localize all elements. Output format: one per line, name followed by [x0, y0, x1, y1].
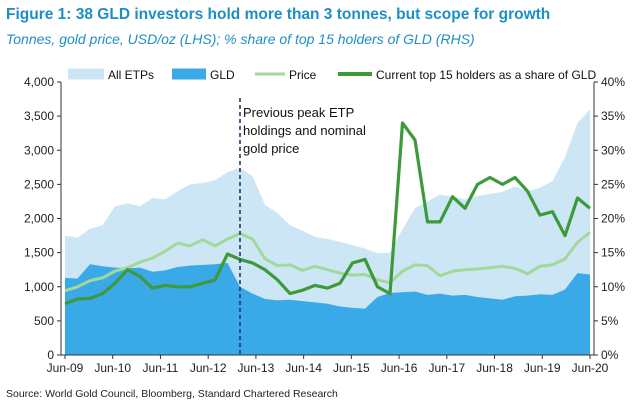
y-right-tick-label: 5% — [601, 314, 619, 328]
series-line-top15-share — [64, 121, 592, 306]
y-left-tick-label: 3,000 — [24, 143, 54, 157]
y-left-tick-label: 2,500 — [24, 177, 54, 191]
x-tick-label: Jun-20 — [572, 361, 609, 375]
y-left-tick-label: 3,500 — [24, 109, 54, 123]
legend-swatch-line — [338, 72, 372, 76]
y-left-tick-label: 2,000 — [24, 212, 54, 226]
y-right-tick-label: 40% — [601, 75, 625, 89]
legend: All ETPs GLD Price Current top 15 holders a… — [68, 68, 596, 82]
annotation-text-line: Previous peak ETP — [243, 105, 354, 120]
annotation-text-line: holdings and nominal — [243, 123, 366, 138]
series-line-price — [64, 230, 591, 293]
chart-subtitle: Tonnes, gold price, USD/oz (LHS); % shar… — [6, 31, 475, 47]
axes-layer: 0 500 1,000 1,500 2,000 2,500 3,000 3,500 4,000 0… — [24, 75, 625, 375]
x-tick-label: Jun-12 — [190, 361, 227, 375]
y-right-tick-label: 30% — [601, 143, 625, 157]
legend-label: Price — [289, 68, 317, 82]
x-tick-label: Jun-11 — [143, 361, 179, 375]
x-tick-label: Jun-13 — [238, 361, 275, 375]
y-right-tick-label: 35% — [601, 109, 625, 123]
y-right-tick-label: 20% — [601, 212, 625, 226]
legend-label: Current top 15 holders as a share of GLD — [376, 68, 596, 82]
legend-label: GLD — [210, 68, 235, 82]
y-right-tick-label: 25% — [601, 177, 625, 191]
y-left-tick-label: 4,000 — [24, 75, 54, 89]
annotation-layer: Previous peak ETP holdings and nominal gol… — [239, 98, 366, 355]
y-right-tick-label: 0% — [601, 348, 619, 362]
y-left-tick-label: 1,000 — [24, 280, 54, 294]
x-tick-label: Jun-16 — [381, 361, 418, 375]
chart-source-note: Source: World Gold Council, Bloomberg, S… — [6, 388, 338, 400]
annotation-text-line: gold price — [243, 141, 299, 156]
chart-title: Figure 1: 38 GLD investors hold more tha… — [6, 6, 551, 23]
y-left-tick-label: 0 — [47, 348, 54, 362]
area-series-layer — [65, 109, 590, 355]
y-right-tick-label: 15% — [601, 246, 625, 260]
legend-label: All ETPs — [108, 68, 154, 82]
x-tick-label: Jun-10 — [94, 361, 131, 375]
line-series-layer — [64, 121, 592, 306]
x-tick-label: Jun-19 — [524, 361, 561, 375]
x-tick-label: Jun-15 — [333, 361, 370, 375]
x-tick-label: Jun-17 — [428, 361, 465, 375]
x-tick-label: Jun-09 — [47, 361, 84, 375]
legend-swatch-line — [255, 72, 285, 76]
y-left-tick-label: 500 — [34, 314, 54, 328]
x-tick-label: Jun-18 — [476, 361, 513, 375]
legend-swatch-area — [68, 68, 104, 80]
y-left-tick-label: 1,500 — [24, 246, 54, 260]
y-right-tick-label: 10% — [601, 280, 625, 294]
x-tick-label: Jun-14 — [285, 361, 322, 375]
legend-swatch-area — [172, 68, 206, 80]
